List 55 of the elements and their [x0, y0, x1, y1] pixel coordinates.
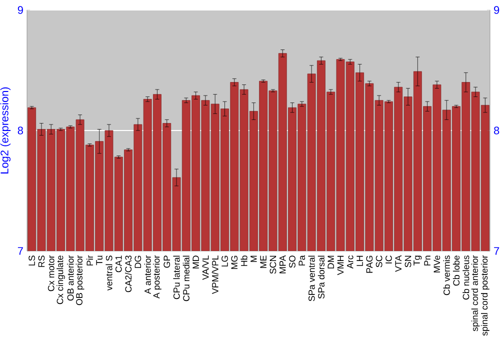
- x-tick-label: SPa dorsal: [318, 256, 324, 299]
- x-tick-label: DG: [134, 256, 142, 268]
- x-tick-label: SC: [376, 256, 382, 268]
- x-tick-label: SN: [404, 256, 412, 268]
- x-tick-label: MG: [231, 256, 238, 269]
- x-tick-label: OB anterior: [67, 255, 74, 301]
- x-tick-label: CPu medial: [182, 256, 190, 302]
- x-tick-label: Cx motor: [48, 255, 54, 292]
- x-tick-label: RS: [38, 256, 45, 267]
- x-tick-label: SO: [289, 256, 296, 268]
- x-tick-label: Pir: [86, 255, 93, 266]
- x-tick-label: VTA: [395, 255, 402, 272]
- y-axis-title: Log2 (expression): [0, 87, 11, 174]
- x-tick-label: Cb vermis: [443, 256, 450, 296]
- x-tick-label: IC: [386, 256, 392, 264]
- y-tick-label: 9: [18, 6, 23, 14]
- x-tick-label: PAG: [366, 256, 373, 273]
- x-tick-label: CA2/CA3: [124, 256, 132, 292]
- x-tick-label: MD: [192, 256, 199, 268]
- x-tick-label: VPM/VPL: [212, 255, 218, 294]
- x-tick-label: LH: [356, 256, 363, 266]
- x-tick-label: Hb: [240, 256, 248, 266]
- x-tick-label: Tg: [414, 256, 422, 266]
- x-tick-label: GP: [164, 256, 170, 268]
- y2-tick-label: 9: [494, 6, 500, 14]
- x-tick-label: ME: [260, 256, 266, 268]
- x-tick-label: Cb lobe: [452, 256, 460, 286]
- x-tick-label: spinal cord posterior: [480, 255, 490, 336]
- y-tick-label: 7: [18, 247, 23, 255]
- x-tick-label: Arc: [347, 255, 354, 269]
- x-tick-label: Tu: [96, 256, 102, 266]
- y-tick-label: 8: [18, 126, 23, 134]
- x-tick-label: SCN: [270, 256, 276, 274]
- x-tick-label: Cb nucleus: [462, 256, 470, 300]
- x-tick-label: A posterior: [153, 255, 162, 299]
- y2-tick-label: 8: [494, 126, 500, 134]
- x-tick-label: M: [250, 256, 257, 262]
- x-tick-label: DM: [328, 256, 334, 268]
- x-tick-label: Pa: [298, 255, 306, 266]
- x-tick-label: VA/VL: [202, 255, 209, 280]
- x-tick-label: LG: [222, 256, 228, 266]
- x-tick-label: Cx cingulate: [56, 256, 65, 304]
- x-tick-label: OB posterior: [76, 255, 84, 306]
- x-tick-label: CPu lateral: [173, 256, 180, 300]
- x-tick-label: spinal cord anterior: [471, 255, 480, 332]
- x-tick-label: ventral S: [106, 256, 112, 291]
- y2-tick-label: 7: [494, 247, 500, 255]
- x-tick-label: A anterior: [144, 255, 151, 294]
- x-tick-label: MVe: [434, 256, 440, 272]
- x-tick-label: MPA: [280, 255, 286, 274]
- x-tick-label: LS: [28, 256, 36, 266]
- x-tick-label: Pn: [424, 256, 430, 266]
- x-tick-label: SPa ventral: [308, 256, 315, 302]
- x-tick-label: CA1: [115, 256, 122, 272]
- x-tick-label: VMH: [337, 256, 344, 276]
